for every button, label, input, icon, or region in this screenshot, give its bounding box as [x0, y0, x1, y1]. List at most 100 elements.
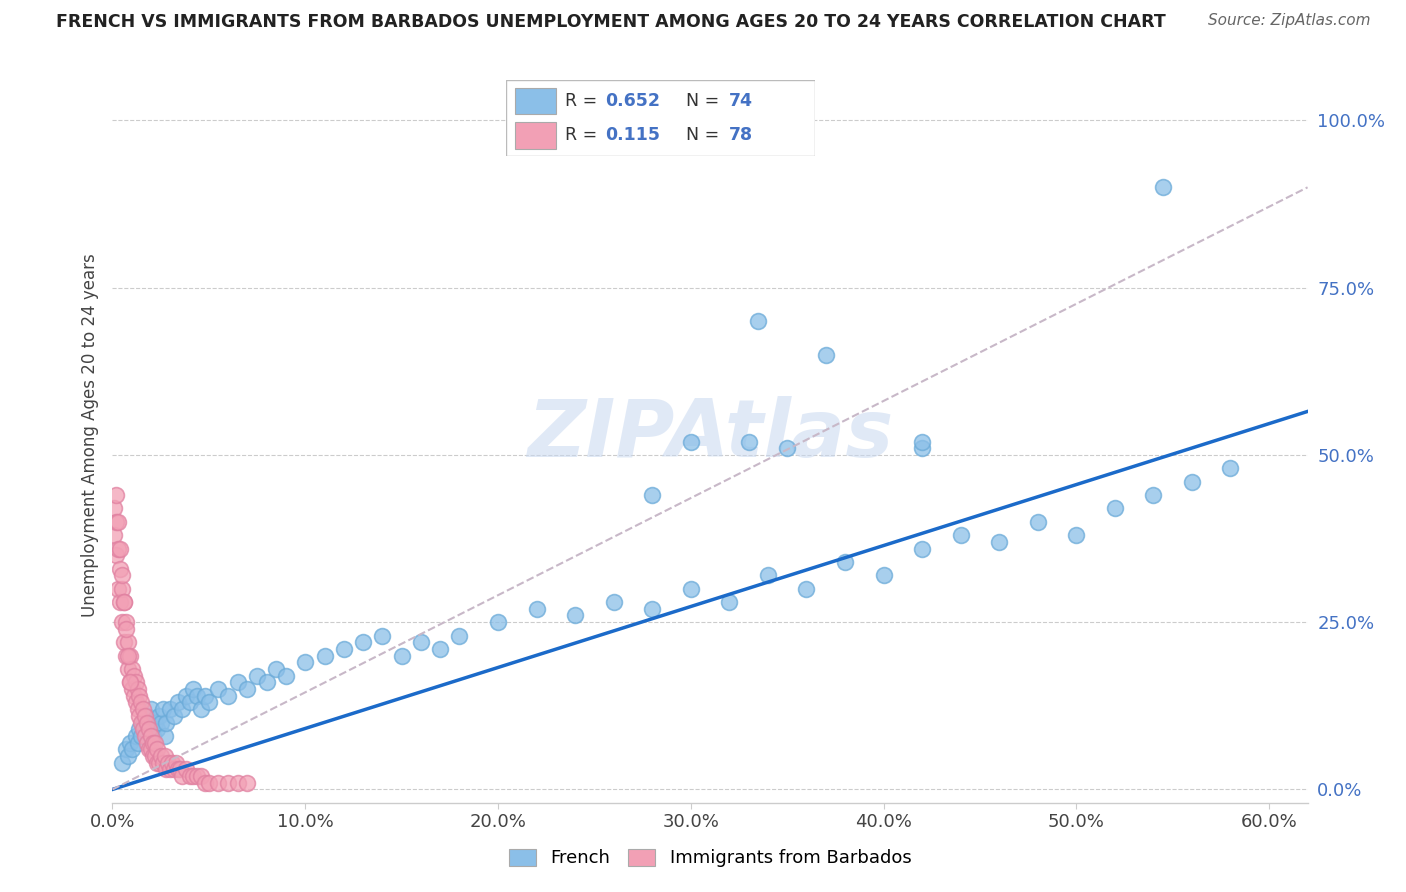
- Point: [103, 501, 125, 516]
- Point: [115, 622, 138, 636]
- Point: [124, 696, 146, 710]
- Point: [796, 582, 818, 596]
- Point: [122, 669, 145, 683]
- Point: [526, 601, 548, 615]
- Point: [108, 541, 131, 556]
- Point: [564, 608, 586, 623]
- Point: [146, 723, 169, 737]
- Point: [988, 534, 1011, 549]
- Text: N =: N =: [686, 92, 724, 110]
- Text: N =: N =: [686, 127, 724, 145]
- Point: [409, 635, 432, 649]
- Point: [186, 689, 208, 703]
- Point: [153, 749, 176, 764]
- Point: [179, 696, 201, 710]
- Point: [122, 689, 145, 703]
- Point: [756, 568, 779, 582]
- Point: [602, 595, 624, 609]
- Point: [911, 434, 934, 449]
- Point: [131, 729, 153, 743]
- Point: [1181, 475, 1204, 489]
- Point: [112, 595, 135, 609]
- Point: [128, 689, 150, 703]
- Point: [449, 628, 471, 642]
- Point: [679, 582, 702, 596]
- Point: [132, 702, 155, 716]
- Point: [165, 756, 187, 770]
- Point: [486, 615, 509, 630]
- Text: Source: ZipAtlas.com: Source: ZipAtlas.com: [1208, 13, 1371, 29]
- Point: [138, 723, 160, 737]
- Point: [152, 702, 174, 716]
- Point: [159, 702, 181, 716]
- Point: [226, 776, 249, 790]
- Point: [143, 749, 166, 764]
- Text: R =: R =: [565, 127, 609, 145]
- Point: [105, 548, 128, 563]
- Point: [139, 742, 162, 756]
- Text: 74: 74: [728, 92, 752, 110]
- Point: [641, 601, 664, 615]
- Point: [949, 528, 972, 542]
- Point: [814, 347, 837, 362]
- Point: [1142, 488, 1164, 502]
- Point: [118, 675, 141, 690]
- Point: [143, 735, 166, 749]
- Point: [139, 702, 162, 716]
- Point: [121, 681, 143, 696]
- Point: [834, 555, 856, 569]
- Point: [121, 662, 143, 676]
- Point: [190, 702, 212, 716]
- Point: [163, 708, 186, 723]
- Point: [103, 528, 125, 542]
- Point: [112, 595, 135, 609]
- Point: [226, 675, 249, 690]
- Point: [217, 689, 239, 703]
- Text: 0.652: 0.652: [605, 92, 661, 110]
- Point: [131, 715, 153, 730]
- Point: [111, 756, 134, 770]
- Point: [1026, 515, 1049, 529]
- Point: [1064, 528, 1087, 542]
- Point: [1152, 180, 1174, 194]
- Point: [183, 769, 205, 783]
- Text: R =: R =: [565, 92, 603, 110]
- Point: [183, 681, 205, 696]
- Point: [136, 735, 159, 749]
- Point: [149, 749, 172, 764]
- Point: [107, 515, 129, 529]
- Point: [391, 648, 413, 663]
- Point: [152, 756, 174, 770]
- FancyBboxPatch shape: [506, 80, 815, 156]
- Point: [115, 615, 138, 630]
- Point: [118, 735, 141, 749]
- Point: [111, 582, 134, 596]
- Text: ZIPAtlas: ZIPAtlas: [527, 396, 893, 474]
- Point: [155, 762, 177, 776]
- Point: [190, 769, 212, 783]
- Y-axis label: Unemployment Among Ages 20 to 24 years: Unemployment Among Ages 20 to 24 years: [80, 253, 98, 616]
- Point: [333, 642, 356, 657]
- Bar: [516, 122, 555, 149]
- Point: [294, 655, 316, 669]
- Point: [170, 769, 193, 783]
- Point: [169, 762, 191, 776]
- Point: [115, 648, 138, 663]
- Point: [138, 715, 160, 730]
- Point: [274, 669, 297, 683]
- Point: [148, 756, 170, 770]
- Point: [132, 723, 155, 737]
- Point: [872, 568, 894, 582]
- Point: [138, 742, 160, 756]
- Point: [170, 702, 193, 716]
- Point: [124, 729, 146, 743]
- Point: [136, 715, 159, 730]
- Point: [136, 708, 159, 723]
- Point: [679, 434, 702, 449]
- Point: [127, 735, 149, 749]
- Point: [139, 729, 162, 743]
- Point: [266, 662, 288, 676]
- Point: [143, 715, 166, 730]
- Point: [236, 681, 259, 696]
- Point: [186, 769, 208, 783]
